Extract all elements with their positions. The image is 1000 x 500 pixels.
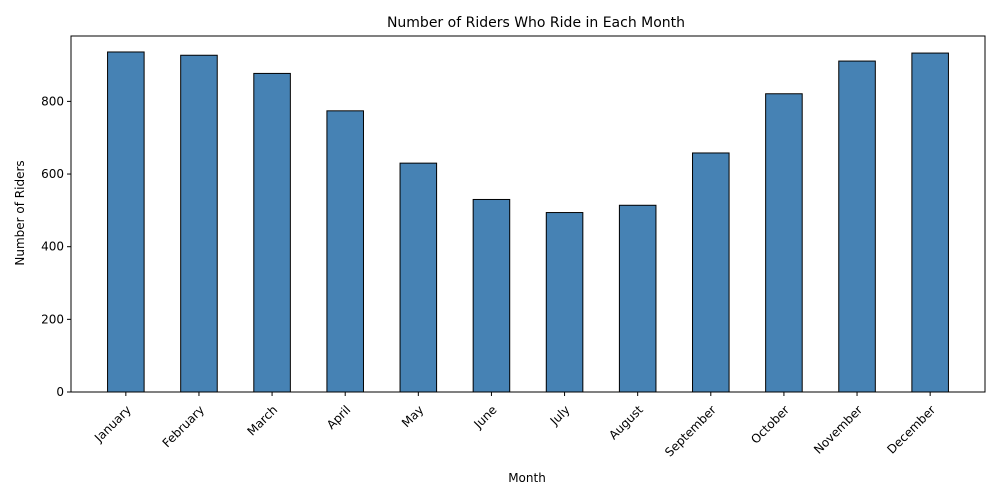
- x-tick-label-november: November: [811, 403, 865, 457]
- x-tick-label-may: May: [399, 403, 426, 430]
- bar-april: [326, 110, 364, 393]
- chart-title: Number of Riders Who Ride in Each Month: [387, 15, 685, 31]
- bar-july: [545, 212, 584, 393]
- bar-december: [911, 52, 949, 393]
- y-tick-label: 400: [41, 240, 64, 254]
- bar-may: [399, 162, 438, 393]
- bar-september: [692, 152, 730, 393]
- x-tick-label-december: December: [884, 403, 938, 457]
- bar-june: [472, 198, 511, 393]
- x-axis-label: Month: [508, 471, 546, 485]
- x-tick-label-august: August: [606, 403, 646, 443]
- x-tick-label-october: October: [748, 403, 792, 447]
- bar-march: [253, 72, 291, 393]
- x-tick-label-january: January: [91, 403, 134, 446]
- plot-area: 0 200 400 600 800 January February March April Ma…: [41, 35, 986, 460]
- bar-october: [765, 93, 803, 393]
- bar-november: [838, 60, 876, 393]
- y-tick-label: 0: [56, 385, 64, 399]
- y-tick-label: 200: [41, 312, 64, 326]
- y-tick-label: 600: [41, 167, 64, 181]
- bar-august: [618, 204, 657, 393]
- bar-february: [180, 54, 218, 393]
- x-tick-label-february: February: [160, 403, 208, 451]
- x-tick-label-april: April: [324, 403, 353, 432]
- y-axis-label: Number of Riders: [13, 160, 27, 265]
- x-tick-label-july: July: [547, 403, 573, 429]
- bar-january: [107, 51, 145, 393]
- y-tick-label: 800: [41, 94, 64, 108]
- x-tick-label-june: June: [470, 403, 499, 432]
- x-tick-label-march: March: [244, 403, 280, 439]
- x-tick-label-september: September: [662, 403, 719, 460]
- axes-frame: [70, 35, 986, 393]
